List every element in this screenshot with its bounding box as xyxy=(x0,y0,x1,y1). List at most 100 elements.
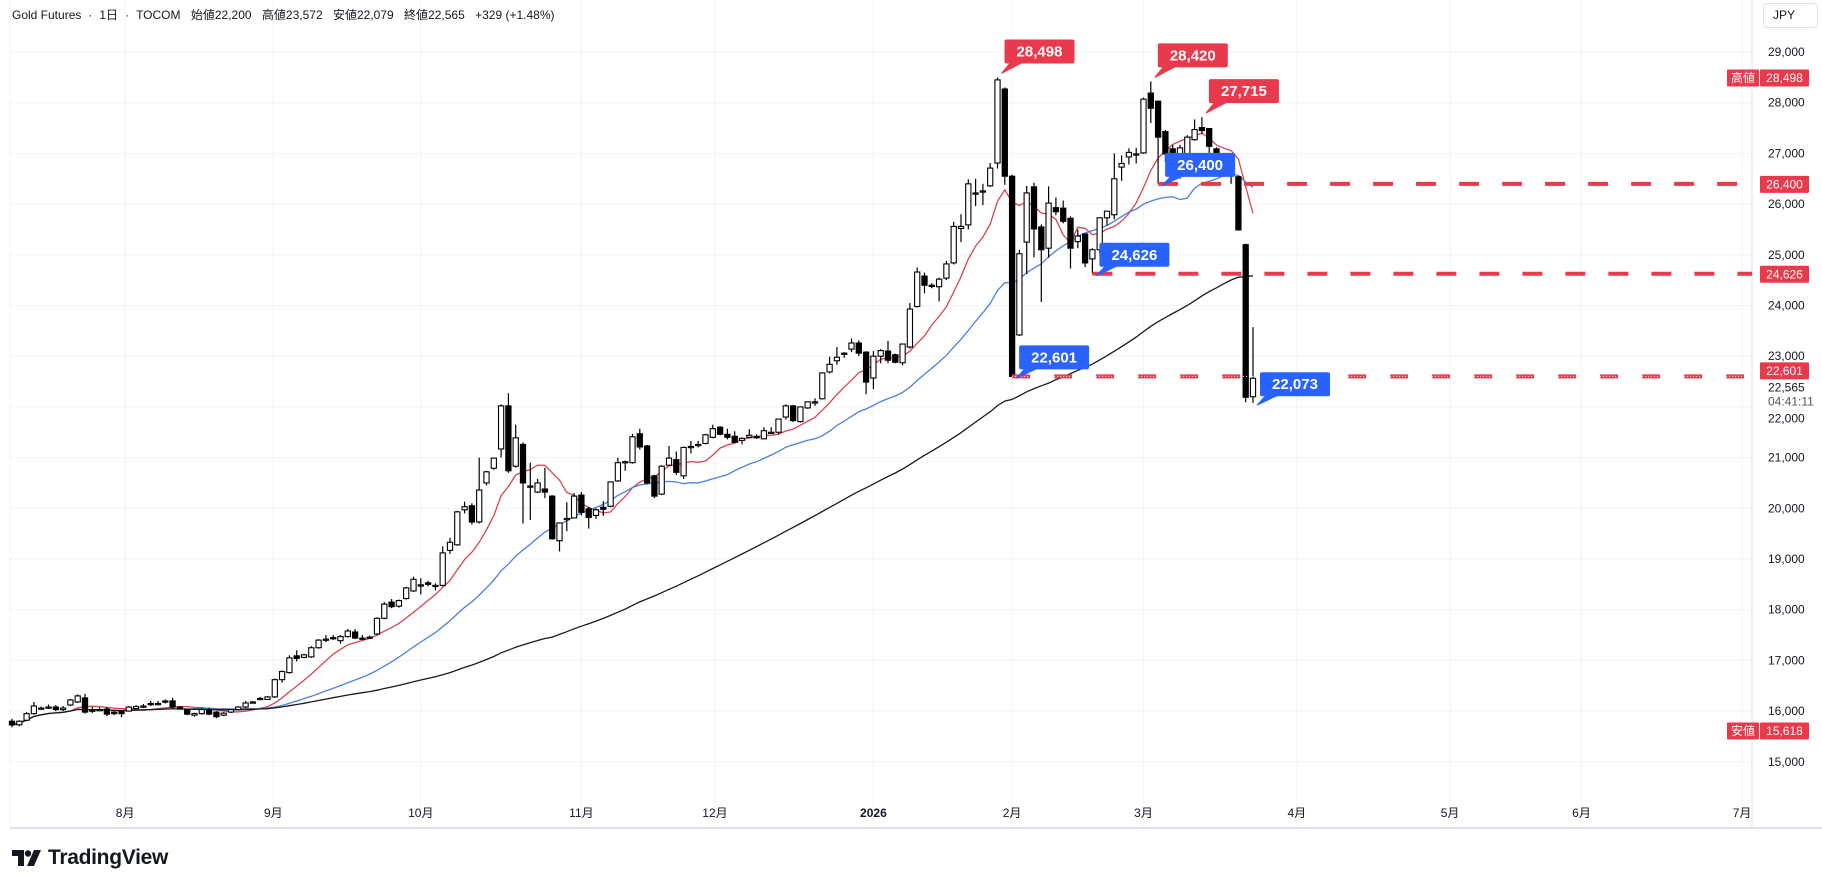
high-callout[interactable]: 28,420 xyxy=(1154,43,1228,78)
candle-body-up xyxy=(768,431,775,435)
candle xyxy=(293,650,300,662)
candle xyxy=(585,506,592,529)
candle xyxy=(30,701,38,715)
candle xyxy=(1235,175,1242,231)
high-callout[interactable]: 27,715 xyxy=(1205,79,1279,114)
callout-box xyxy=(1260,372,1330,397)
time-tick-label: 4月 xyxy=(1287,806,1306,820)
candle-body-up xyxy=(344,630,351,638)
candle-body-down xyxy=(1206,128,1213,147)
price-tick-label: 24,000 xyxy=(1768,299,1805,313)
candle-body-up xyxy=(658,465,665,495)
candle-body-up xyxy=(220,712,227,716)
candle-body-up xyxy=(322,638,330,641)
change-value: +329 (+1.48%) xyxy=(475,8,555,22)
price-tick-label: 17,000 xyxy=(1768,653,1805,667)
candle xyxy=(643,444,651,485)
callouts: 28,498 28,420 27,715 26,400 24,626 22,601 22,0… xyxy=(1001,39,1330,406)
horizontal-lines[interactable] xyxy=(1012,181,1752,379)
candle-body-up xyxy=(1191,129,1198,141)
candle-body-up xyxy=(804,401,811,409)
callout-label: 22,601 xyxy=(1031,349,1077,366)
candle-body-up xyxy=(1111,178,1118,216)
candle xyxy=(1074,229,1081,249)
candle xyxy=(549,495,556,540)
open-value: 始値22,200 xyxy=(190,8,252,22)
candle-body-up xyxy=(877,350,884,357)
candle-body-up xyxy=(512,437,519,467)
candle xyxy=(746,429,753,438)
candle-body-down xyxy=(578,494,585,513)
high-price-badge-text: 28,498 xyxy=(1766,71,1803,85)
candle xyxy=(724,428,731,440)
bar-countdown: 04:41:11 xyxy=(1768,394,1814,408)
candle xyxy=(1154,100,1162,184)
tradingview-logo[interactable]: TradingView xyxy=(12,846,168,870)
candle xyxy=(330,635,337,641)
candle xyxy=(1023,185,1030,275)
candle xyxy=(96,707,103,712)
candle xyxy=(527,462,534,520)
candle xyxy=(52,705,59,712)
candle xyxy=(344,628,351,638)
callout-pointer xyxy=(1205,101,1228,114)
low-callout[interactable]: 24,626 xyxy=(1096,242,1170,277)
low-callout[interactable]: 26,400 xyxy=(1161,152,1236,187)
candle-body-up xyxy=(899,343,906,364)
candle-body-up xyxy=(89,709,96,712)
price-tick-label: 28,000 xyxy=(1768,96,1805,110)
line-price-badge xyxy=(1760,362,1809,380)
candle xyxy=(191,712,198,717)
candle-body-up xyxy=(687,445,695,449)
time-axis[interactable]: 8月 9月 10月 11月 12月 2026 2月 3月 4月 5月 6月 7月 xyxy=(116,806,1752,820)
last-price-label: 22,565 xyxy=(1768,380,1805,394)
candle xyxy=(848,338,855,353)
candle-body-down xyxy=(162,700,169,703)
price-tick-label: 27,000 xyxy=(1768,146,1805,160)
low-callout[interactable]: 22,601 xyxy=(1015,345,1090,379)
candle xyxy=(1125,148,1133,165)
candle xyxy=(505,393,512,473)
candle xyxy=(132,705,140,710)
price-axis[interactable]: 15,000 16,000 17,000 18,000 19,000 20,000 21,0… xyxy=(1727,45,1814,769)
candle xyxy=(1016,249,1023,336)
low-tag-text: 安値 xyxy=(1731,723,1755,738)
symbol-name[interactable]: Gold Futures xyxy=(12,8,82,22)
callout-box xyxy=(1099,242,1170,267)
candle-body-up xyxy=(198,709,205,715)
candle xyxy=(833,347,841,365)
low-callout[interactable]: 22,073 xyxy=(1256,372,1330,406)
candle-body-down xyxy=(1052,207,1060,213)
price-tick-label: 29,000 xyxy=(1768,45,1805,59)
candle-body-up xyxy=(782,405,789,418)
candle xyxy=(556,522,563,552)
interval[interactable]: 1日 xyxy=(99,8,119,22)
candle xyxy=(497,404,505,458)
currency-button[interactable]: JPY xyxy=(1763,3,1818,28)
candle-body-up xyxy=(848,342,855,350)
candle xyxy=(410,576,417,592)
candle xyxy=(607,481,614,508)
candle-body-up xyxy=(38,707,45,710)
candle-body-up xyxy=(315,639,322,649)
candle xyxy=(483,470,490,486)
candle xyxy=(111,711,118,716)
candle-body-up xyxy=(125,706,132,712)
candle xyxy=(67,698,74,707)
candle xyxy=(184,708,191,716)
candle xyxy=(811,398,819,406)
candle xyxy=(38,706,45,710)
candle xyxy=(519,442,527,524)
candle-body-down xyxy=(359,637,366,640)
candle-body-down xyxy=(600,506,607,510)
candle-body-up xyxy=(242,702,249,708)
candle xyxy=(249,700,257,704)
candle xyxy=(862,351,870,395)
candle xyxy=(1198,117,1206,135)
candle xyxy=(957,214,965,243)
candle xyxy=(351,628,359,640)
high-callout[interactable]: 28,498 xyxy=(1001,39,1075,74)
candle xyxy=(841,352,848,358)
candle xyxy=(906,302,914,349)
